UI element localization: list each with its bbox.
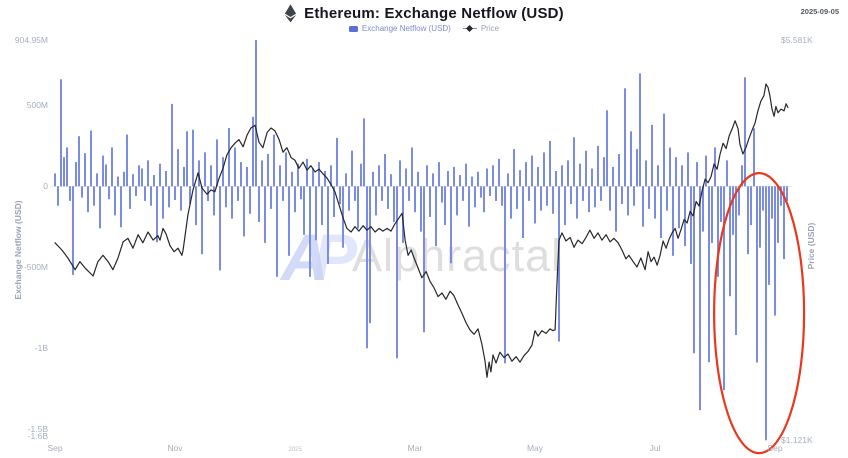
legend-item-netflow[interactable]: Exchange Netflow (USD) (348, 24, 451, 33)
watermark-text: Alphractal (352, 230, 562, 281)
current-date-label: 2025-09-05 (800, 7, 839, 16)
legend-price-label: Price (480, 24, 500, 33)
left-axis-title: Exchange Netflow (USD) (13, 200, 23, 300)
ethereum-icon (285, 4, 297, 23)
right-axis-title: Price (USD) (806, 222, 816, 270)
highlight-ellipse (712, 172, 806, 455)
netflow-swatch-icon (348, 25, 358, 32)
page-title: Ethereum: Exchange Netflow (USD) (304, 5, 564, 22)
legend-item-price[interactable]: Price (462, 24, 500, 33)
netflow-bars (54, 40, 788, 441)
svg-text:P: P (313, 220, 358, 294)
chart-header: Ethereum: Exchange Netflow (USD) (0, 4, 848, 23)
price-diamond-icon (462, 24, 477, 33)
price-line (54, 83, 789, 378)
legend-netflow-label: Exchange Netflow (USD) (361, 24, 451, 33)
legend: Exchange Netflow (USD) Price (0, 24, 848, 33)
